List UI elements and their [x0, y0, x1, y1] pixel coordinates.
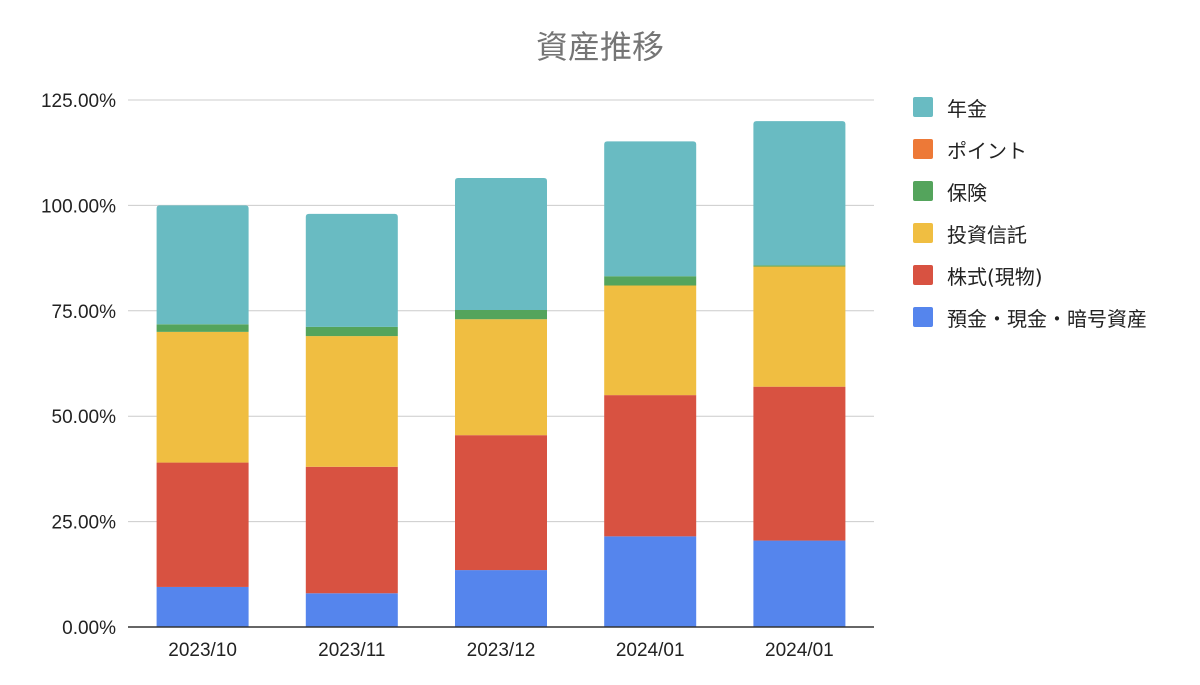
bar-segment: [305, 466, 398, 594]
bar-segment: [753, 386, 846, 541]
bar-segment: [156, 462, 249, 587]
bar-segment: [753, 121, 846, 266]
legend-label: 株式(現物): [947, 264, 1043, 289]
bar-segment: [305, 326, 398, 337]
legend-label: 年金: [947, 96, 987, 121]
bar-segment: [305, 336, 398, 467]
legend-swatch: [913, 307, 933, 327]
bar-segment: [604, 536, 697, 627]
bar-segment: [305, 593, 398, 627]
legend-swatch: [913, 139, 933, 159]
legend-item: 株式(現物): [913, 254, 1147, 296]
bar-segment: [604, 285, 697, 396]
legend: 年金ポイント保険投資信託株式(現物) 預金・現金・暗号資産: [913, 86, 1147, 338]
bar-segment: [604, 276, 697, 286]
bar-segment: [156, 205, 249, 325]
bar-segment: [305, 213, 398, 327]
bar-segment: [455, 435, 547, 571]
bar-segment: [455, 177, 547, 310]
bar-segment: [604, 141, 697, 277]
x-tick-label: 2023/11: [318, 640, 385, 661]
legend-item: 年金: [913, 86, 1147, 128]
y-tick-label: 50.00%: [52, 407, 117, 428]
bar-segment: [455, 309, 547, 320]
x-tick-label: 2024/01: [616, 640, 685, 661]
chart-title: 資産推移: [535, 28, 664, 66]
legend-item: 保険: [913, 170, 1147, 212]
legend-label: 預金・現金・暗号資産: [947, 306, 1147, 331]
x-tick-label: 2023/12: [467, 640, 536, 661]
x-tick-label: 2023/10: [168, 640, 237, 661]
bar-segment: [156, 586, 249, 627]
y-tick-label: 125.00%: [41, 91, 116, 112]
legend-swatch: [913, 223, 933, 243]
y-tick-label: 0.00%: [62, 618, 116, 639]
legend-item: 預金・現金・暗号資産: [913, 296, 1147, 338]
bar-segment: [753, 540, 846, 627]
legend-label: 保険: [947, 180, 987, 205]
bar-segment: [455, 570, 547, 627]
bar-segment: [156, 331, 249, 463]
legend-item: 投資信託: [913, 212, 1147, 254]
y-tick-label: 75.00%: [52, 302, 117, 323]
bar-segment: [156, 324, 249, 332]
legend-label: 投資信託: [947, 222, 1027, 247]
bar-segment: [753, 265, 846, 267]
legend-swatch: [913, 181, 933, 201]
bar-segment: [455, 319, 547, 436]
legend-swatch: [913, 97, 933, 117]
legend-label: ポイント: [947, 138, 1027, 163]
bar-segment: [753, 266, 846, 387]
axes: 0.00% 25.00% 50.00% 75.00% 100.00% 125.00% 202…: [41, 91, 874, 661]
bars: [156, 121, 846, 627]
bar-segment: [604, 395, 697, 537]
legend-swatch: [913, 265, 933, 285]
legend-item: ポイント: [913, 128, 1147, 170]
y-tick-label: 25.00%: [52, 513, 117, 534]
y-tick-label: 100.00%: [41, 196, 116, 217]
x-tick-label: 2024/01: [765, 640, 834, 661]
